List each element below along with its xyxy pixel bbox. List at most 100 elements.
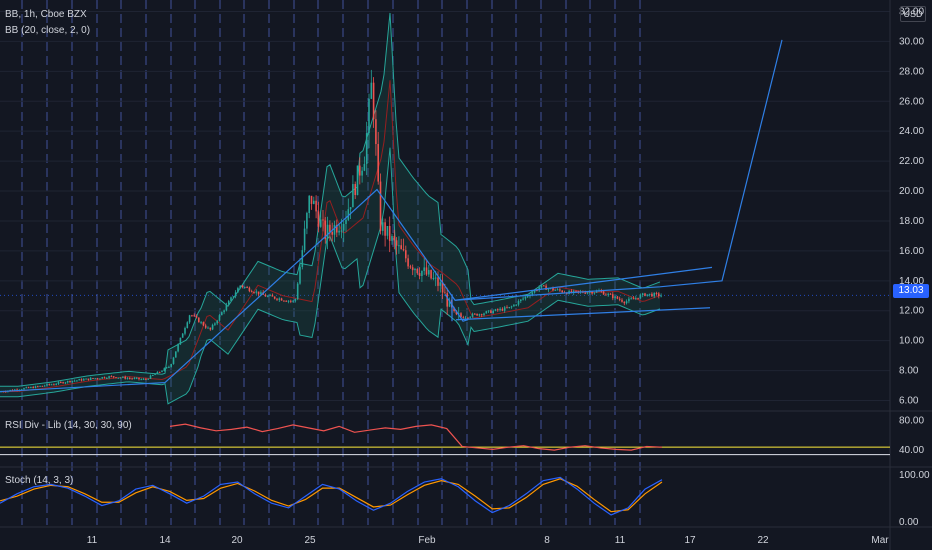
candle-body: [646, 294, 649, 296]
candle-body: [27, 387, 30, 389]
candle-body: [391, 236, 393, 241]
price-axis[interactable]: 32.00 30.00 28.00 26.00 24.00 22.00 20.00 18.00…: [87, 6, 930, 546]
bollinger-upper: [0, 12, 661, 387]
candle-body: [296, 283, 299, 300]
candle-body: [444, 292, 446, 294]
candle-body: [522, 298, 524, 300]
candle-body: [402, 249, 405, 251]
candle-body: [313, 200, 315, 204]
candle-body: [4, 391, 7, 393]
candle-body: [416, 268, 419, 274]
candle-body: [632, 298, 635, 300]
candle-body: [204, 325, 207, 328]
stoch-legend[interactable]: Stoch (14, 3, 3): [5, 475, 74, 486]
candle-body: [115, 377, 117, 379]
candle-body: [660, 295, 662, 297]
candle-body: [223, 310, 225, 313]
price-axis-label: 8.00: [899, 366, 919, 377]
candle-body: [117, 377, 120, 379]
candle-body: [73, 380, 76, 382]
candle-body: [347, 209, 350, 220]
candle-body: [637, 297, 639, 299]
stoch-axis-label: 0.00: [899, 517, 919, 528]
rsi-axis-label: 80.00: [899, 415, 924, 426]
candle-body: [250, 291, 253, 293]
candle-body: [520, 299, 522, 302]
time-axis-label: Mar: [871, 535, 889, 546]
candle-body: [625, 301, 628, 304]
time-axis-label: 25: [304, 535, 316, 546]
candle-body: [99, 378, 101, 380]
candle-body: [377, 144, 379, 182]
candle-body: [292, 300, 294, 302]
candle-body: [195, 315, 198, 318]
rsi-legend[interactable]: RSI Div - Lib (14, 30, 30, 90): [5, 420, 132, 431]
candle-body: [101, 377, 103, 379]
candle-body: [517, 301, 520, 305]
candle-body: [547, 288, 550, 290]
candle-body: [345, 219, 347, 224]
candle-body: [184, 327, 186, 334]
bollinger-legend[interactable]: BB (20, close, 2, 0): [5, 25, 91, 36]
time-axis-label: 20: [231, 535, 243, 546]
candle-body: [480, 314, 483, 316]
candle-body: [543, 285, 545, 287]
candle-body: [464, 317, 467, 319]
candle-body: [593, 292, 596, 294]
candle-body: [359, 165, 361, 176]
symbol-title[interactable]: BB, 1h, Cboe BZX: [5, 9, 87, 20]
candle-body: [147, 378, 149, 380]
candle-body: [630, 298, 632, 300]
candle-body: [469, 316, 471, 318]
candle-body: [641, 293, 644, 295]
candle-body: [405, 250, 407, 259]
trendline-drawings[interactable]: [0, 39, 783, 393]
candle-body: [308, 195, 310, 214]
candle-body: [64, 382, 67, 384]
candle-body: [570, 290, 573, 293]
candle-body: [506, 307, 508, 309]
candle-body: [540, 285, 543, 288]
currency-button[interactable]: USD: [900, 6, 926, 22]
candle-body: [234, 292, 237, 297]
channel-lower-line: [455, 307, 711, 321]
candle-body: [572, 290, 575, 293]
candle-body: [287, 300, 290, 302]
candle-body: [460, 313, 462, 318]
candle-body: [393, 236, 396, 241]
candle-body: [434, 277, 437, 279]
candle-body: [430, 270, 432, 279]
candle-body: [145, 378, 147, 380]
candle-body: [39, 385, 41, 387]
candle-body: [533, 290, 536, 293]
candle-body: [110, 376, 113, 378]
candle-body: [170, 363, 172, 367]
candle-body: [423, 267, 425, 272]
candle-body: [476, 313, 478, 316]
candle-body: [324, 220, 327, 240]
candle-body: [267, 295, 269, 297]
candle-body: [478, 314, 481, 316]
candle-body: [191, 315, 193, 317]
candle-body: [623, 301, 626, 304]
candle-body: [614, 296, 616, 299]
candle-body: [225, 304, 228, 311]
candle-body: [494, 309, 497, 311]
candle-body: [161, 371, 163, 373]
candle-body: [575, 290, 577, 292]
rsi-pane: [0, 423, 890, 456]
candle-body: [188, 315, 191, 323]
candle-body: [55, 383, 57, 385]
candle-body: [165, 367, 168, 369]
candle-body: [342, 223, 345, 231]
candle-body: [388, 225, 391, 241]
candle-body: [635, 297, 637, 299]
candle-body: [60, 382, 62, 384]
candle-body: [538, 287, 540, 291]
candle-body: [269, 295, 271, 297]
channel-upper-line: [454, 266, 713, 301]
time-axis-label: 11: [615, 535, 626, 546]
candle-body: [278, 298, 281, 300]
candle-body: [248, 287, 251, 292]
